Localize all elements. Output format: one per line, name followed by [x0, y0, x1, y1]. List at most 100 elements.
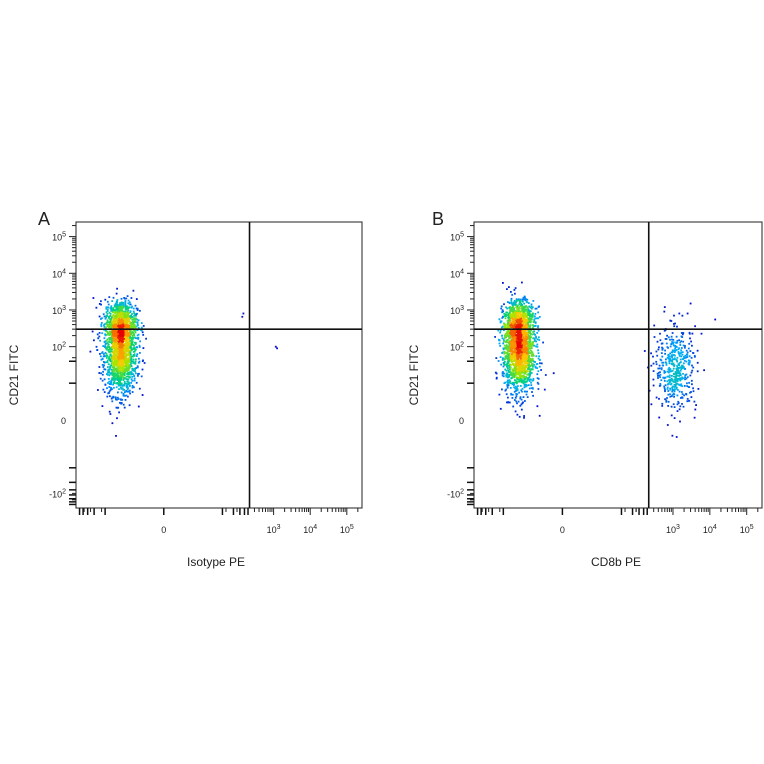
event-dot	[536, 345, 539, 348]
event-dot	[134, 343, 137, 345]
event-dot	[529, 358, 532, 361]
event-dot	[92, 297, 95, 299]
event-dot	[529, 332, 532, 335]
event-dot	[137, 336, 140, 339]
event-dot	[141, 368, 144, 371]
event-dot	[105, 357, 108, 359]
event-dot	[127, 349, 129, 352]
event-dot	[515, 393, 518, 395]
event-dot	[130, 343, 133, 346]
event-dot	[534, 307, 537, 310]
event-dot	[506, 362, 509, 365]
event-dot	[504, 313, 507, 316]
event-dot	[671, 341, 673, 343]
event-dot	[106, 342, 109, 344]
event-dot	[521, 327, 524, 330]
event-dot	[512, 375, 514, 377]
event-dot	[528, 378, 531, 381]
event-dot	[114, 368, 117, 371]
event-dot	[514, 353, 517, 356]
event-dot	[118, 366, 121, 369]
event-dot	[108, 370, 110, 373]
event-dot	[500, 320, 503, 323]
event-dot	[111, 311, 114, 314]
event-dot	[516, 361, 518, 363]
event-dot	[528, 325, 530, 328]
event-dot	[128, 390, 131, 393]
event-dot	[512, 360, 514, 363]
event-dot	[137, 324, 139, 327]
event-dot	[680, 384, 683, 387]
event-dot	[109, 353, 112, 356]
event-dot	[111, 400, 114, 403]
event-dot	[529, 330, 532, 333]
event-dot	[112, 363, 114, 365]
event-dot	[119, 314, 122, 317]
event-dot	[512, 383, 514, 385]
event-dot	[116, 334, 119, 337]
event-dot	[125, 358, 127, 361]
event-dot	[526, 311, 529, 313]
event-dot	[505, 334, 508, 337]
event-dot	[106, 346, 109, 349]
event-dot	[519, 375, 521, 378]
event-dot	[506, 401, 508, 404]
event-dot	[498, 318, 501, 321]
event-dot	[134, 304, 137, 307]
event-dot	[525, 339, 528, 342]
event-dot	[507, 346, 510, 348]
event-dot	[519, 321, 522, 324]
event-dot	[531, 387, 534, 389]
event-dot	[517, 327, 520, 329]
event-dot	[104, 333, 106, 336]
event-dot	[508, 335, 511, 337]
event-dot	[676, 356, 679, 359]
y-tick-exponent: 4	[62, 268, 66, 275]
event-dot	[111, 422, 114, 425]
event-dot	[663, 310, 666, 313]
event-dot	[515, 354, 518, 357]
event-dot	[512, 347, 514, 349]
event-dot	[521, 350, 523, 353]
event-dot	[123, 374, 126, 377]
event-dot	[139, 309, 141, 312]
event-dot	[113, 380, 116, 383]
event-dot	[513, 390, 516, 393]
event-dot	[535, 335, 537, 338]
event-dot	[116, 300, 118, 303]
event-dot	[696, 370, 699, 373]
event-dot	[122, 326, 125, 328]
event-dot	[520, 380, 523, 383]
event-dot	[516, 367, 519, 370]
event-dot	[523, 302, 525, 305]
event-dot	[659, 376, 661, 379]
event-dot	[114, 372, 116, 375]
event-dot	[122, 360, 124, 363]
event-dot	[531, 359, 534, 361]
event-dot	[666, 375, 669, 378]
event-dot	[527, 361, 529, 364]
event-dot	[501, 309, 504, 312]
event-dot	[523, 329, 526, 332]
event-dot	[695, 404, 697, 406]
event-dot	[117, 361, 120, 364]
event-dot	[113, 355, 116, 357]
event-dot	[139, 340, 141, 343]
event-dot	[117, 379, 119, 382]
event-dot	[506, 386, 509, 389]
event-dot	[520, 389, 523, 392]
event-dot	[667, 383, 669, 386]
event-dot	[104, 340, 107, 343]
event-dot	[673, 381, 675, 383]
event-dot	[104, 317, 107, 320]
event-dot	[517, 400, 520, 403]
event-dot	[132, 354, 135, 357]
event-dot	[125, 378, 128, 380]
event-dot	[687, 363, 690, 365]
event-dot	[119, 342, 122, 345]
event-dot	[119, 381, 121, 384]
event-dot	[517, 371, 519, 374]
event-dot	[503, 344, 506, 347]
event-dot	[129, 352, 132, 354]
event-dot	[670, 382, 673, 385]
